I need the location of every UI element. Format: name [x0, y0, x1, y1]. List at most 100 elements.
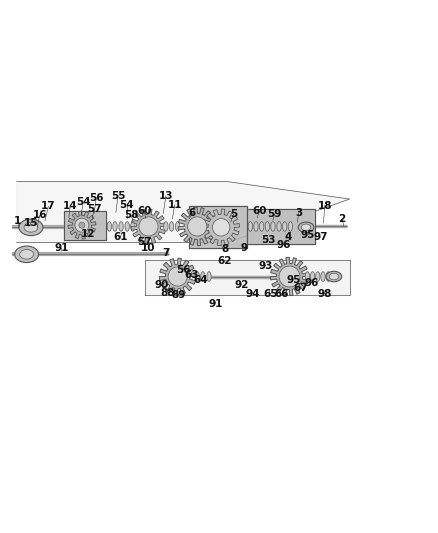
Text: 97: 97 [313, 232, 328, 243]
Polygon shape [159, 258, 196, 295]
Ellipse shape [170, 222, 174, 231]
Text: 65: 65 [263, 289, 278, 299]
Ellipse shape [265, 222, 269, 231]
Text: 95: 95 [286, 274, 300, 285]
Text: 56: 56 [176, 265, 191, 275]
Text: 18: 18 [318, 200, 332, 211]
Ellipse shape [283, 222, 287, 231]
Polygon shape [131, 209, 166, 244]
Text: 58: 58 [124, 210, 138, 220]
Ellipse shape [259, 222, 264, 231]
Text: 91: 91 [54, 243, 69, 253]
Ellipse shape [298, 222, 314, 232]
Text: 9: 9 [240, 243, 248, 253]
Text: 6: 6 [188, 208, 196, 219]
Polygon shape [68, 211, 96, 239]
Polygon shape [178, 207, 216, 246]
Text: 2: 2 [339, 214, 346, 224]
Polygon shape [270, 257, 309, 296]
Text: 14: 14 [63, 201, 78, 212]
Text: 10: 10 [141, 243, 156, 253]
Ellipse shape [119, 222, 123, 231]
Text: 56: 56 [89, 193, 103, 203]
Text: 7: 7 [162, 248, 170, 259]
Ellipse shape [164, 222, 168, 231]
Ellipse shape [195, 272, 199, 281]
Text: 59: 59 [268, 209, 282, 219]
Ellipse shape [24, 223, 38, 232]
Text: 13: 13 [159, 191, 173, 201]
Text: 4: 4 [284, 232, 291, 243]
Text: 96: 96 [276, 240, 290, 250]
Text: 60: 60 [137, 206, 152, 216]
Ellipse shape [326, 272, 330, 281]
Ellipse shape [131, 222, 135, 231]
Text: 57: 57 [87, 204, 102, 214]
Text: 16: 16 [32, 210, 47, 220]
Text: 89: 89 [172, 290, 186, 300]
Ellipse shape [321, 272, 325, 281]
Text: 61: 61 [113, 232, 127, 243]
Circle shape [139, 217, 158, 236]
Text: 66: 66 [274, 289, 289, 299]
Circle shape [75, 218, 89, 232]
Text: 90: 90 [154, 280, 169, 290]
Ellipse shape [254, 222, 258, 231]
Text: 60: 60 [252, 206, 267, 216]
Ellipse shape [271, 222, 275, 231]
Text: 62: 62 [217, 256, 232, 266]
Ellipse shape [20, 249, 34, 259]
Ellipse shape [125, 222, 129, 231]
Text: 55: 55 [111, 191, 125, 201]
Text: 88: 88 [161, 288, 175, 297]
Text: 95: 95 [300, 230, 314, 240]
Polygon shape [203, 209, 240, 246]
Text: 98: 98 [318, 289, 332, 299]
Ellipse shape [288, 222, 293, 231]
Ellipse shape [248, 222, 253, 231]
Ellipse shape [305, 272, 310, 281]
Text: 92: 92 [235, 280, 249, 290]
Circle shape [187, 217, 207, 236]
Ellipse shape [19, 219, 43, 236]
Ellipse shape [14, 246, 39, 263]
Text: 93: 93 [259, 261, 273, 271]
Ellipse shape [137, 222, 141, 231]
Circle shape [212, 219, 230, 236]
Ellipse shape [176, 222, 180, 231]
Text: 63: 63 [185, 270, 199, 280]
Text: 94: 94 [246, 289, 260, 299]
Circle shape [279, 266, 300, 287]
Text: 54: 54 [76, 197, 91, 207]
Text: 8: 8 [221, 244, 228, 254]
Text: 17: 17 [41, 201, 56, 212]
Ellipse shape [311, 272, 315, 281]
Text: 91: 91 [209, 299, 223, 309]
Text: 67: 67 [293, 283, 308, 293]
Circle shape [168, 267, 187, 286]
Polygon shape [247, 209, 315, 244]
Text: 12: 12 [80, 229, 95, 239]
Ellipse shape [201, 272, 205, 281]
Polygon shape [188, 206, 247, 248]
Ellipse shape [277, 222, 281, 231]
Ellipse shape [107, 222, 112, 231]
Text: 57: 57 [137, 237, 152, 247]
Text: 54: 54 [120, 200, 134, 209]
Text: 15: 15 [24, 218, 38, 228]
Polygon shape [17, 182, 350, 243]
Ellipse shape [316, 272, 320, 281]
Text: 64: 64 [194, 274, 208, 285]
Ellipse shape [326, 271, 342, 282]
Text: 5: 5 [230, 209, 237, 219]
Text: 96: 96 [304, 278, 319, 288]
Ellipse shape [113, 222, 117, 231]
Ellipse shape [329, 273, 339, 280]
Polygon shape [145, 260, 350, 295]
Text: 53: 53 [261, 235, 276, 245]
Ellipse shape [207, 272, 211, 281]
Ellipse shape [301, 224, 311, 231]
Polygon shape [64, 211, 106, 239]
Text: 11: 11 [167, 200, 182, 209]
Text: 1: 1 [14, 216, 21, 226]
